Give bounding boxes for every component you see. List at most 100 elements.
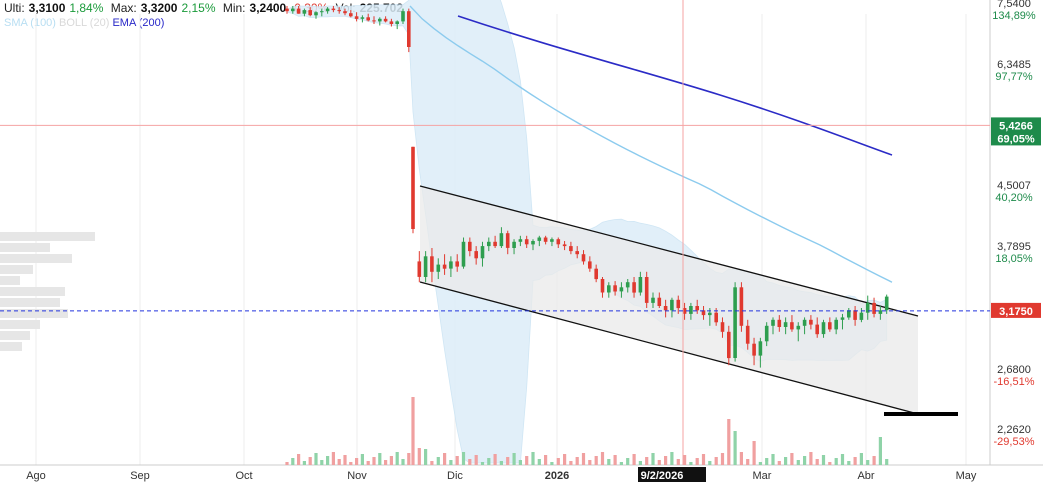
- volume-bar-23: [417, 448, 421, 465]
- legend-boll[interactable]: BOLL (20): [59, 17, 110, 29]
- max-pct: 2,15%: [181, 1, 216, 15]
- candle-body-26: [436, 264, 441, 272]
- candle-body-40: [524, 239, 529, 245]
- volume-bar-63: [670, 452, 674, 465]
- volume-bar-41: [531, 452, 535, 465]
- candle-body-67: [695, 306, 699, 311]
- min-value: 3,2400: [249, 1, 287, 15]
- candle-body-16: [378, 18, 382, 22]
- candle-body-86: [815, 324, 819, 335]
- candle-body-2: [296, 8, 301, 14]
- volume-bar-15: [372, 457, 376, 465]
- volume-bar-50: [588, 460, 592, 465]
- candle-body-57: [632, 282, 636, 293]
- volume-bar-26: [436, 457, 440, 465]
- profile-bar-4: [0, 276, 20, 285]
- candle-body-33: [480, 246, 485, 259]
- candle-body-11: [349, 13, 353, 17]
- candle-body-32: [474, 251, 478, 259]
- candle-body-95: [872, 302, 876, 314]
- candle-body-91: [847, 310, 851, 318]
- profile-bar-6: [0, 298, 60, 307]
- trend-channel[interactable]: [419, 185, 958, 416]
- volume-bar-14: [366, 461, 370, 465]
- candle-body-23: [417, 261, 422, 277]
- candle-body-90: [840, 317, 845, 320]
- volume-bar-17: [384, 460, 388, 465]
- volume-bar-10: [343, 455, 347, 465]
- last-value: 3,3100: [28, 1, 66, 15]
- volume-bar-66: [689, 462, 693, 465]
- volume-bar-75: [746, 459, 750, 465]
- candle-body-47: [569, 246, 573, 252]
- candle-body-55: [619, 287, 624, 292]
- min-label: Min:: [222, 1, 246, 15]
- volume-bar-18: [389, 456, 393, 465]
- volume-bar-65: [683, 455, 687, 465]
- candle-body-56: [625, 282, 630, 288]
- candle-body-8: [331, 8, 336, 11]
- volume-bar-3: [302, 461, 306, 465]
- candle-body-39: [518, 239, 523, 242]
- candle-body-74: [739, 287, 744, 326]
- volume-bar-59: [645, 457, 649, 465]
- legend-ema[interactable]: EMA (200): [112, 17, 165, 29]
- volume-bar-86: [815, 459, 819, 465]
- volume-bar-8: [331, 452, 335, 465]
- price-marker-bg-1: [991, 302, 1041, 318]
- candle-body-43: [543, 237, 548, 242]
- candle-body-49: [581, 254, 586, 262]
- candle-body-7: [325, 8, 330, 12]
- candle-body-12: [354, 16, 359, 19]
- candle-body-48: [575, 251, 579, 255]
- candle-body-75: [745, 325, 750, 344]
- moving-averages: [409, 5, 893, 283]
- candle-body-63: [670, 299, 674, 311]
- candles[interactable]: [285, 6, 889, 368]
- x-tick-label-8: May: [956, 470, 977, 482]
- candle-body-27: [442, 264, 447, 269]
- volume-bar-2: [297, 454, 301, 465]
- candle-body-24: [423, 256, 428, 277]
- volume-bar-4: [308, 457, 312, 465]
- volume-bar-36: [499, 461, 503, 465]
- candle-body-25: [430, 256, 434, 272]
- candle-body-58: [638, 277, 643, 293]
- volume-bar-82: [790, 453, 794, 465]
- candle-body-97: [884, 296, 889, 311]
- volume-bar-6: [320, 460, 324, 465]
- candle-body-5: [314, 12, 318, 16]
- volume-bar-21: [407, 453, 411, 465]
- volume-bar-73: [733, 431, 737, 465]
- x-tick-label-7: Abr: [857, 470, 874, 482]
- x-tick-label-6: Mar: [753, 470, 772, 482]
- candle-body-29: [455, 261, 459, 267]
- candle-body-28: [449, 261, 453, 269]
- volume-bar-72: [727, 419, 731, 465]
- last-pct: 1,84%: [69, 1, 104, 15]
- x-tick-label-3: Nov: [347, 470, 367, 482]
- candle-body-87: [821, 322, 826, 335]
- legend-sma[interactable]: SMA (100): [4, 17, 56, 29]
- candle-body-96: [878, 310, 883, 314]
- candle-body-88: [828, 322, 832, 330]
- candle-body-82: [790, 322, 794, 330]
- volume-bar-38: [512, 453, 516, 465]
- candle-body-66: [689, 306, 693, 314]
- volume-bar-20: [401, 459, 405, 465]
- candle-body-31: [468, 241, 472, 252]
- candle-body-53: [607, 285, 611, 293]
- volume-bars: [285, 397, 889, 465]
- candle-body-79: [771, 319, 775, 326]
- volume-bar-57: [632, 454, 636, 465]
- volume-bar-25: [430, 461, 434, 465]
- candle-body-13: [360, 17, 365, 19]
- volume-bar-64: [676, 459, 680, 465]
- candle-body-73: [733, 287, 737, 358]
- candle-body-36: [499, 233, 504, 247]
- volume-bar-34: [487, 458, 491, 465]
- x-tick-label-0: Ago: [26, 470, 46, 482]
- candle-body-6: [320, 11, 324, 13]
